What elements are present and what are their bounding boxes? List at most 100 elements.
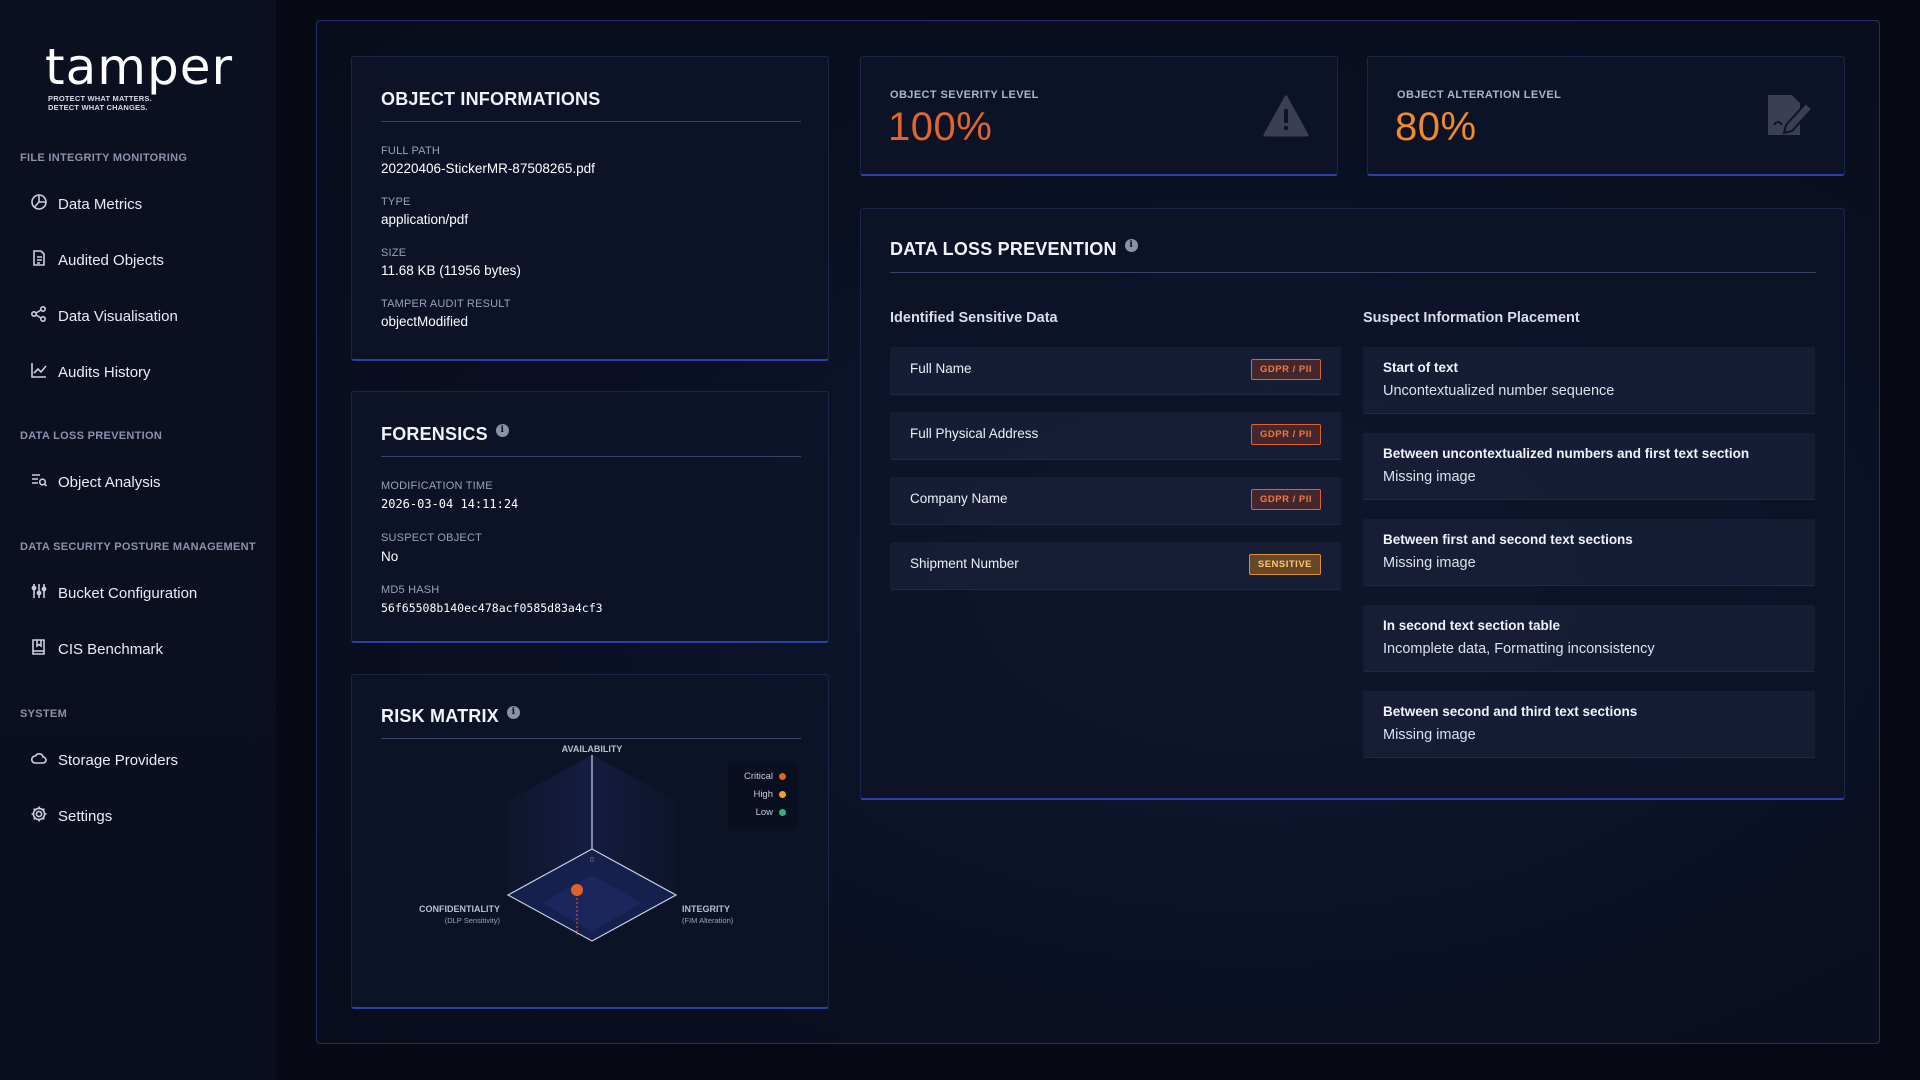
md5-hash-value: 56f65508b140ec478acf0585d83a4cf3 xyxy=(381,601,603,615)
legend-swatch xyxy=(779,791,786,798)
identified-heading: Identified Sensitive Data xyxy=(890,310,1058,326)
placement-row[interactable]: Between first and second text sections M… xyxy=(1363,519,1815,586)
info-icon[interactable]: i xyxy=(1124,239,1138,252)
nav-item-cis-benchmark[interactable]: CIS Benchmark xyxy=(30,635,163,663)
axis-integrity-label: INTEGRITY xyxy=(682,904,730,914)
full-path-label: FULL PATH xyxy=(381,145,441,157)
placement-heading: Suspect Information Placement xyxy=(1363,310,1580,326)
line-chart-icon xyxy=(30,361,48,383)
legend-critical: Critical xyxy=(744,771,786,782)
nav-item-label: Settings xyxy=(58,807,113,825)
type-value: application/pdf xyxy=(381,212,469,227)
placement-title: In second text section table xyxy=(1383,618,1561,633)
axis-confidentiality-sub: (DLP Sensitivity) xyxy=(445,916,501,925)
nav-item-data-visualisation[interactable]: Data Visualisation xyxy=(30,302,178,330)
main-content: OBJECT INFORMATIONS FULL PATH 20220406-S… xyxy=(316,20,1880,1044)
card-title: FORENSICS i xyxy=(381,424,509,445)
card-title: RISK MATRIX i xyxy=(381,706,520,727)
nav-item-label: Audited Objects xyxy=(58,251,164,269)
axis-integrity-sub: (FIM Alteration) xyxy=(682,916,734,925)
nav-item-audits-history[interactable]: Audits History xyxy=(30,358,151,386)
gdpr-badge: GDPR / PII xyxy=(1251,489,1321,510)
legend-label: High xyxy=(753,789,773,800)
nav-item-label: Bucket Configuration xyxy=(58,584,198,602)
forensics-title-text: FORENSICS xyxy=(381,424,488,444)
nav-item-label: Audits History xyxy=(58,363,151,381)
placement-desc: Uncontextualized number sequence xyxy=(1383,383,1615,399)
type-label: TYPE xyxy=(381,196,411,208)
placement-row[interactable]: Start of text Uncontextualized number se… xyxy=(1363,347,1815,414)
info-icon[interactable]: i xyxy=(506,706,520,719)
tamper-logo[interactable]: tamper PROTECT WHAT MATTERS. DETECT WHAT… xyxy=(45,42,233,112)
gdpr-badge: GDPR / PII xyxy=(1251,424,1321,445)
nav-section-fim: FILE INTEGRITY MONITORING xyxy=(20,152,188,164)
severity-value: 100% xyxy=(888,105,993,149)
dlp-card: DATA LOSS PREVENTION i Identified Sensiti… xyxy=(860,208,1845,800)
document-edit-icon xyxy=(1768,95,1814,135)
placement-desc: Missing image xyxy=(1383,727,1476,743)
alteration-value: 80% xyxy=(1395,105,1477,149)
forensics-card: FORENSICS i MODIFICATION TIME 2026-03-04 … xyxy=(351,391,829,643)
identified-row[interactable]: Shipment Number SENSITIVE xyxy=(890,542,1341,590)
placement-row[interactable]: In second text section table Incomplete … xyxy=(1363,605,1815,672)
identified-row[interactable]: Full Name GDPR / PII xyxy=(890,347,1341,395)
warning-icon xyxy=(1263,95,1309,137)
nav-item-label: Data Visualisation xyxy=(58,307,178,325)
nav-item-object-analysis[interactable]: Object Analysis xyxy=(30,468,161,496)
card-title: OBJECT INFORMATIONS xyxy=(381,89,601,109)
info-icon[interactable]: i xyxy=(495,424,509,437)
gear-icon xyxy=(30,805,48,827)
cloud-icon xyxy=(30,749,48,771)
axis-confidentiality-label: CONFIDENTIALITY xyxy=(419,904,500,914)
divider xyxy=(890,272,1816,273)
risk-point[interactable] xyxy=(571,884,583,896)
placement-title: Between second and third text sections xyxy=(1383,704,1638,719)
size-value: 11.68 KB (11956 bytes) xyxy=(381,263,521,278)
identified-row[interactable]: Full Physical Address GDPR / PII xyxy=(890,412,1341,460)
divider xyxy=(381,738,801,739)
identified-label: Full Physical Address xyxy=(910,426,1039,441)
nav-item-bucket-configuration[interactable]: Bucket Configuration xyxy=(30,579,197,607)
document-icon xyxy=(30,249,48,271)
identified-row[interactable]: Company Name GDPR / PII xyxy=(890,477,1341,525)
nav-section-dlp: DATA LOSS PREVENTION xyxy=(20,430,163,442)
logo-tagline-1: PROTECT WHAT MATTERS. xyxy=(48,94,152,103)
card-title: DATA LOSS PREVENTION i xyxy=(890,239,1138,260)
placement-row[interactable]: Between second and third text sections M… xyxy=(1363,691,1815,758)
legend-high: High xyxy=(753,789,786,800)
nav-item-label: Object Analysis xyxy=(58,473,161,491)
legend-swatch xyxy=(779,773,786,780)
divider xyxy=(381,456,801,457)
object-info-card: OBJECT INFORMATIONS FULL PATH 20220406-S… xyxy=(351,56,829,361)
placement-row[interactable]: Between uncontextualized numbers and fir… xyxy=(1363,433,1815,500)
audit-result-value: objectModified xyxy=(381,314,469,329)
suspect-object-label: SUSPECT OBJECT xyxy=(381,532,483,544)
sidebar: tamper PROTECT WHAT MATTERS. DETECT WHAT… xyxy=(0,0,276,1080)
nav-item-storage-providers[interactable]: Storage Providers xyxy=(30,746,178,774)
audit-result-label: TAMPER AUDIT RESULT xyxy=(381,298,511,310)
identified-label: Full Name xyxy=(910,361,972,376)
nav-item-data-metrics[interactable]: Data Metrics xyxy=(30,190,142,218)
axis-availability-label: AVAILABILITY xyxy=(562,745,623,754)
severity-level-card: OBJECT SEVERITY LEVEL 100% xyxy=(860,56,1338,176)
nav-item-label: Storage Providers xyxy=(58,751,179,769)
dlp-title-text: DATA LOSS PREVENTION xyxy=(890,239,1117,259)
suspect-object-value: No xyxy=(381,549,399,564)
legend-swatch xyxy=(779,809,786,816)
severity-label: OBJECT SEVERITY LEVEL xyxy=(890,89,1039,101)
alteration-label: OBJECT ALTERATION LEVEL xyxy=(1397,89,1562,101)
divider xyxy=(381,121,801,122)
placement-title: Between first and second text sections xyxy=(1383,532,1633,547)
legend-label: Critical xyxy=(743,771,773,782)
risk-matrix-chart: 0 AVAILABILITY CONFIDENTIALITY (DLP Sens… xyxy=(419,745,734,942)
nav-item-label: Data Metrics xyxy=(58,195,143,213)
alteration-level-card: OBJECT ALTERATION LEVEL 80% xyxy=(1367,56,1845,176)
logo-wordmark: tamper xyxy=(45,38,234,96)
logo-tagline-2: DETECT WHAT CHANGES. xyxy=(48,103,148,112)
risk-matrix-title-text: RISK MATRIX xyxy=(381,706,499,726)
nav-item-settings[interactable]: Settings xyxy=(30,802,112,830)
origin-label: 0 xyxy=(590,857,594,864)
nav-section-dspm: DATA SECURITY POSTURE MANAGEMENT xyxy=(20,541,256,553)
nav-item-audited-objects[interactable]: Audited Objects xyxy=(30,246,164,274)
legend-low: Low xyxy=(756,807,786,818)
